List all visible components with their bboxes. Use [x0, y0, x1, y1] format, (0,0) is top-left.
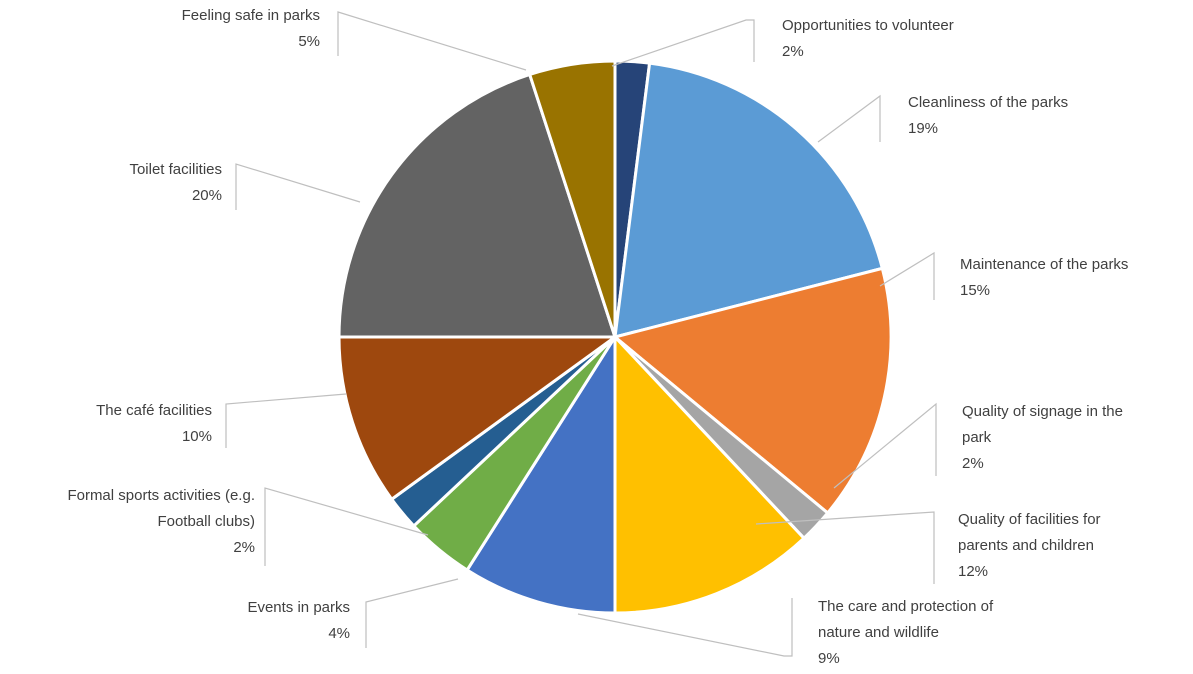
- slice-labels: Opportunities to volunteer 2% Cleanliness …: [67, 7, 1128, 667]
- slice-name: The care and protection of: [818, 598, 994, 615]
- slice-name: park: [962, 429, 992, 446]
- slice-percent: 2%: [782, 43, 804, 60]
- slice-percent: 4%: [328, 625, 350, 642]
- slice-name: Quality of signage in the: [962, 403, 1123, 420]
- pie-slice: [337, 72, 618, 339]
- slice-name: Toilet facilities: [129, 161, 222, 178]
- slice-label: The café facilities 10%: [96, 402, 212, 445]
- slice-percent: 20%: [192, 187, 222, 204]
- slice-name: parents and children: [958, 537, 1094, 554]
- slice-label: Quality of facilities for parents and chi…: [958, 511, 1101, 580]
- leader-line: [611, 19, 755, 67]
- pie-slice: [613, 61, 885, 340]
- slice-label: Opportunities to volunteer 2%: [782, 17, 954, 60]
- slice-percent: 2%: [962, 455, 984, 472]
- slice-percent: 15%: [960, 282, 990, 299]
- leader-line: [879, 251, 935, 300]
- slice-label: The care and protection of nature and wil…: [818, 598, 994, 667]
- slice-name: Events in parks: [247, 599, 350, 616]
- slice-name: Formal sports activities (e.g.: [67, 487, 255, 504]
- pie-slice: [465, 331, 617, 615]
- slice-name: Quality of facilities for: [958, 511, 1101, 528]
- slice-percent: 19%: [908, 120, 938, 137]
- slice-label: Toilet facilities 20%: [129, 161, 222, 204]
- slice-percent: 10%: [182, 428, 212, 445]
- slice-name: Maintenance of the parks: [960, 256, 1128, 273]
- leader-line: [817, 94, 881, 143]
- slice-name: nature and wildlife: [818, 624, 939, 641]
- slice-label: Formal sports activities (e.g. Football c…: [67, 487, 255, 556]
- slice-label: Quality of signage in the park 2%: [962, 403, 1123, 472]
- pie-slices: [337, 59, 893, 615]
- leader-line: [577, 598, 793, 657]
- pie-slice: [337, 335, 620, 502]
- slice-name: Football clubs): [157, 513, 255, 530]
- leader-line: [235, 163, 361, 210]
- leader-line: [337, 11, 527, 71]
- slice-percent: 12%: [958, 563, 988, 580]
- pie-slice: [613, 333, 807, 615]
- slice-name: Opportunities to volunteer: [782, 17, 954, 34]
- slice-label: Cleanliness of the parks 19%: [908, 94, 1068, 137]
- leader-line: [365, 578, 459, 648]
- leader-line: [833, 402, 937, 489]
- slice-percent: 5%: [298, 33, 320, 50]
- slice-name: Feeling safe in parks: [182, 7, 320, 24]
- leader-line: [225, 393, 347, 448]
- slice-label: Maintenance of the parks 15%: [960, 256, 1128, 299]
- leader-line: [755, 511, 935, 584]
- slice-percent: 2%: [233, 539, 255, 556]
- pie-slice: [527, 59, 617, 338]
- slice-name: The café facilities: [96, 402, 212, 419]
- leader-line: [264, 487, 429, 566]
- leader-lines: [225, 11, 937, 657]
- slice-percent: 9%: [818, 650, 840, 667]
- pie-slice: [611, 266, 893, 516]
- slice-name: Cleanliness of the parks: [908, 94, 1068, 111]
- slice-label: Feeling safe in parks 5%: [182, 7, 320, 50]
- slice-label: Events in parks 4%: [247, 599, 350, 642]
